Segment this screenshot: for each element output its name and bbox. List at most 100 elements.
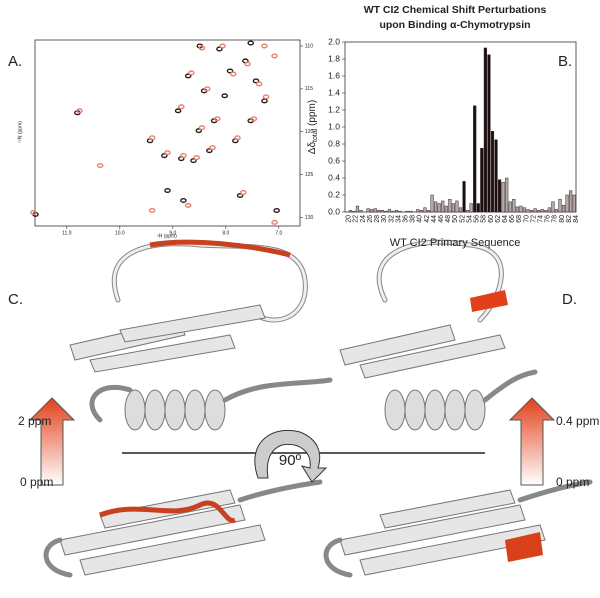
scale-label: 2 ppm: [18, 414, 51, 428]
peak: [174, 108, 182, 114]
bar: [455, 200, 459, 213]
x-tick-label: 7.0: [275, 230, 282, 236]
bar: [490, 131, 495, 213]
peak: [262, 94, 270, 100]
x-tick-label: 52: [459, 215, 466, 223]
bar: [565, 194, 569, 213]
bar: [434, 201, 438, 213]
x-tick-label: 60: [488, 215, 495, 223]
y-axis-label-part: total: [312, 128, 319, 142]
bar: [377, 210, 381, 213]
peak: [30, 209, 37, 215]
y-tick-label: 1.4: [328, 87, 340, 97]
bar: [537, 210, 541, 213]
chart-title: upon Binding α-Chymotrypsin: [379, 19, 530, 31]
x-tick-label: 68: [516, 215, 523, 223]
bar: [366, 208, 370, 213]
x-tick-label: 84: [573, 215, 580, 223]
bar: [505, 177, 509, 213]
peak: [229, 71, 237, 77]
x-tick-label: 50: [452, 215, 459, 223]
protein-d-bottom: [323, 479, 593, 578]
x-tick-label: 74: [538, 215, 545, 223]
y-tick-label: 130: [305, 215, 314, 221]
peak: [250, 116, 258, 122]
x-tick-label: 66: [509, 215, 516, 223]
x-tick-label: 40: [417, 215, 424, 223]
y-tick-label: 1.6: [328, 70, 340, 80]
peak: [148, 207, 156, 213]
x-tick-label: 70: [523, 215, 530, 223]
bar: [487, 54, 491, 213]
plot-frame: [344, 41, 577, 213]
x-tick-label: 72: [530, 215, 537, 223]
x-tick-label: 76: [545, 215, 552, 223]
x-tick-label: 30: [381, 215, 388, 223]
bar: [430, 194, 434, 213]
bar: [529, 210, 534, 213]
bar: [444, 205, 448, 213]
bar: [551, 201, 555, 213]
y-tick-label: 115: [305, 86, 313, 92]
x-tick-label: 62: [495, 215, 502, 223]
y-tick-label: 0.8: [328, 138, 340, 148]
y-tick-label: 120: [305, 129, 314, 135]
peak: [234, 135, 241, 141]
bar: [501, 182, 505, 213]
y-tick-label: 1.0: [328, 121, 340, 131]
bar: [387, 209, 392, 213]
peak: [161, 153, 168, 159]
bar: [355, 205, 360, 213]
x-tick-label: 48: [445, 215, 452, 223]
bar: [409, 210, 413, 213]
bar: [416, 209, 420, 213]
bar: [391, 210, 395, 213]
peak: [184, 73, 192, 79]
bar: [515, 206, 519, 213]
peak: [247, 40, 255, 46]
x-tick-label: 54: [466, 215, 473, 223]
peak: [226, 68, 234, 74]
peak: [209, 145, 216, 151]
scale-arrow: [28, 397, 76, 486]
rotation-label: 90º: [279, 452, 302, 469]
y-tick-label: 125: [305, 172, 314, 178]
x-tick-label: 64: [502, 215, 509, 223]
bar: [359, 210, 363, 213]
peak: [236, 192, 244, 198]
bar: [373, 208, 377, 213]
bar: [540, 209, 544, 213]
bar: [494, 139, 498, 213]
bar: [466, 210, 470, 213]
panel-label: B.: [558, 53, 572, 70]
x-tick-label: 26: [367, 215, 374, 223]
bar: [512, 199, 516, 213]
peak: [214, 116, 221, 122]
x-tick-label: 56: [474, 215, 481, 223]
x-tick-label: 46: [438, 215, 445, 223]
peak: [76, 108, 83, 114]
panel-label: D.: [562, 291, 577, 308]
scale-label: 0 ppm: [556, 475, 589, 489]
bar: [423, 207, 427, 213]
x-tick-label: 44: [431, 215, 438, 223]
x-tick-label: 10.0: [115, 230, 125, 236]
y-tick-label: 0.4: [328, 172, 340, 182]
peak: [198, 125, 206, 131]
peak: [244, 61, 251, 67]
x-tick-label: 42: [424, 215, 431, 223]
bar: [480, 148, 484, 213]
peak: [221, 93, 229, 99]
peak: [261, 98, 268, 104]
bar: [508, 201, 512, 213]
peak: [184, 202, 192, 208]
y-tick-label: 0.0: [328, 206, 340, 216]
peak: [177, 104, 185, 110]
x-tick-label: 38: [410, 215, 417, 223]
bar: [394, 210, 399, 213]
panel-label: A.: [8, 53, 22, 70]
peak: [198, 45, 206, 51]
peak: [164, 150, 171, 156]
bar: [569, 190, 573, 213]
